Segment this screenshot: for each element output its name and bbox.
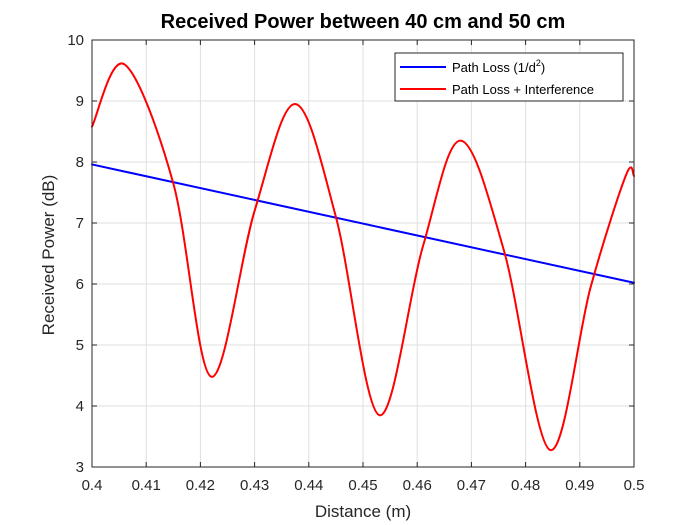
ticks: 0.4 0.41 0.42 0.43 0.44 0.45 0.46 0.47 0.48 0.49 0… xyxy=(67,32,644,494)
x-tick-label: 0.49 xyxy=(565,477,594,494)
x-tick-label: 0.43 xyxy=(240,477,269,494)
y-tick-label: 4 xyxy=(76,398,84,415)
legend-entry-interference: Path Loss + Interference xyxy=(452,82,594,97)
x-axis-label: Distance (m) xyxy=(315,502,411,521)
y-tick-label: 6 xyxy=(76,276,84,293)
legend-entry-path-loss: Path Loss (1/d2) xyxy=(452,58,545,75)
y-axis-label: Received Power (dB) xyxy=(39,175,58,336)
y-tick-label: 8 xyxy=(76,154,84,171)
x-tick-label: 0.48 xyxy=(511,477,540,494)
legend-pathloss-suffix: ) xyxy=(541,60,545,75)
y-tick-label: 3 xyxy=(76,459,84,476)
x-tick-label: 0.4 xyxy=(82,477,103,494)
x-tick-label: 0.46 xyxy=(403,477,432,494)
series-line-path-loss xyxy=(91,163,635,284)
legend: Path Loss (1/d2) Path Loss + Interferenc… xyxy=(394,52,624,102)
plot-area: 0.4 0.41 0.42 0.43 0.44 0.45 0.46 0.47 0.48 0.49 0… xyxy=(67,32,644,494)
x-tick-label: 0.42 xyxy=(186,477,215,494)
y-tick-label: 9 xyxy=(76,93,84,110)
legend-box xyxy=(394,52,624,102)
x-tick-label: 0.44 xyxy=(294,477,323,494)
x-tick-label: 0.45 xyxy=(348,477,377,494)
series-line-path-loss-interference xyxy=(91,62,635,451)
y-tick-label: 5 xyxy=(76,337,84,354)
series-layer xyxy=(91,62,635,451)
legend-pathloss-sup: 2 xyxy=(536,58,541,68)
y-tick-label: 10 xyxy=(67,32,84,49)
x-tick-label: 0.41 xyxy=(132,477,161,494)
x-tick-label: 0.47 xyxy=(457,477,486,494)
y-tick-label: 7 xyxy=(76,215,84,232)
legend-pathloss-prefix: Path Loss (1/d xyxy=(452,60,536,75)
chart-title: Received Power between 40 cm and 50 cm xyxy=(161,11,566,33)
x-tick-label: 0.5 xyxy=(624,477,645,494)
